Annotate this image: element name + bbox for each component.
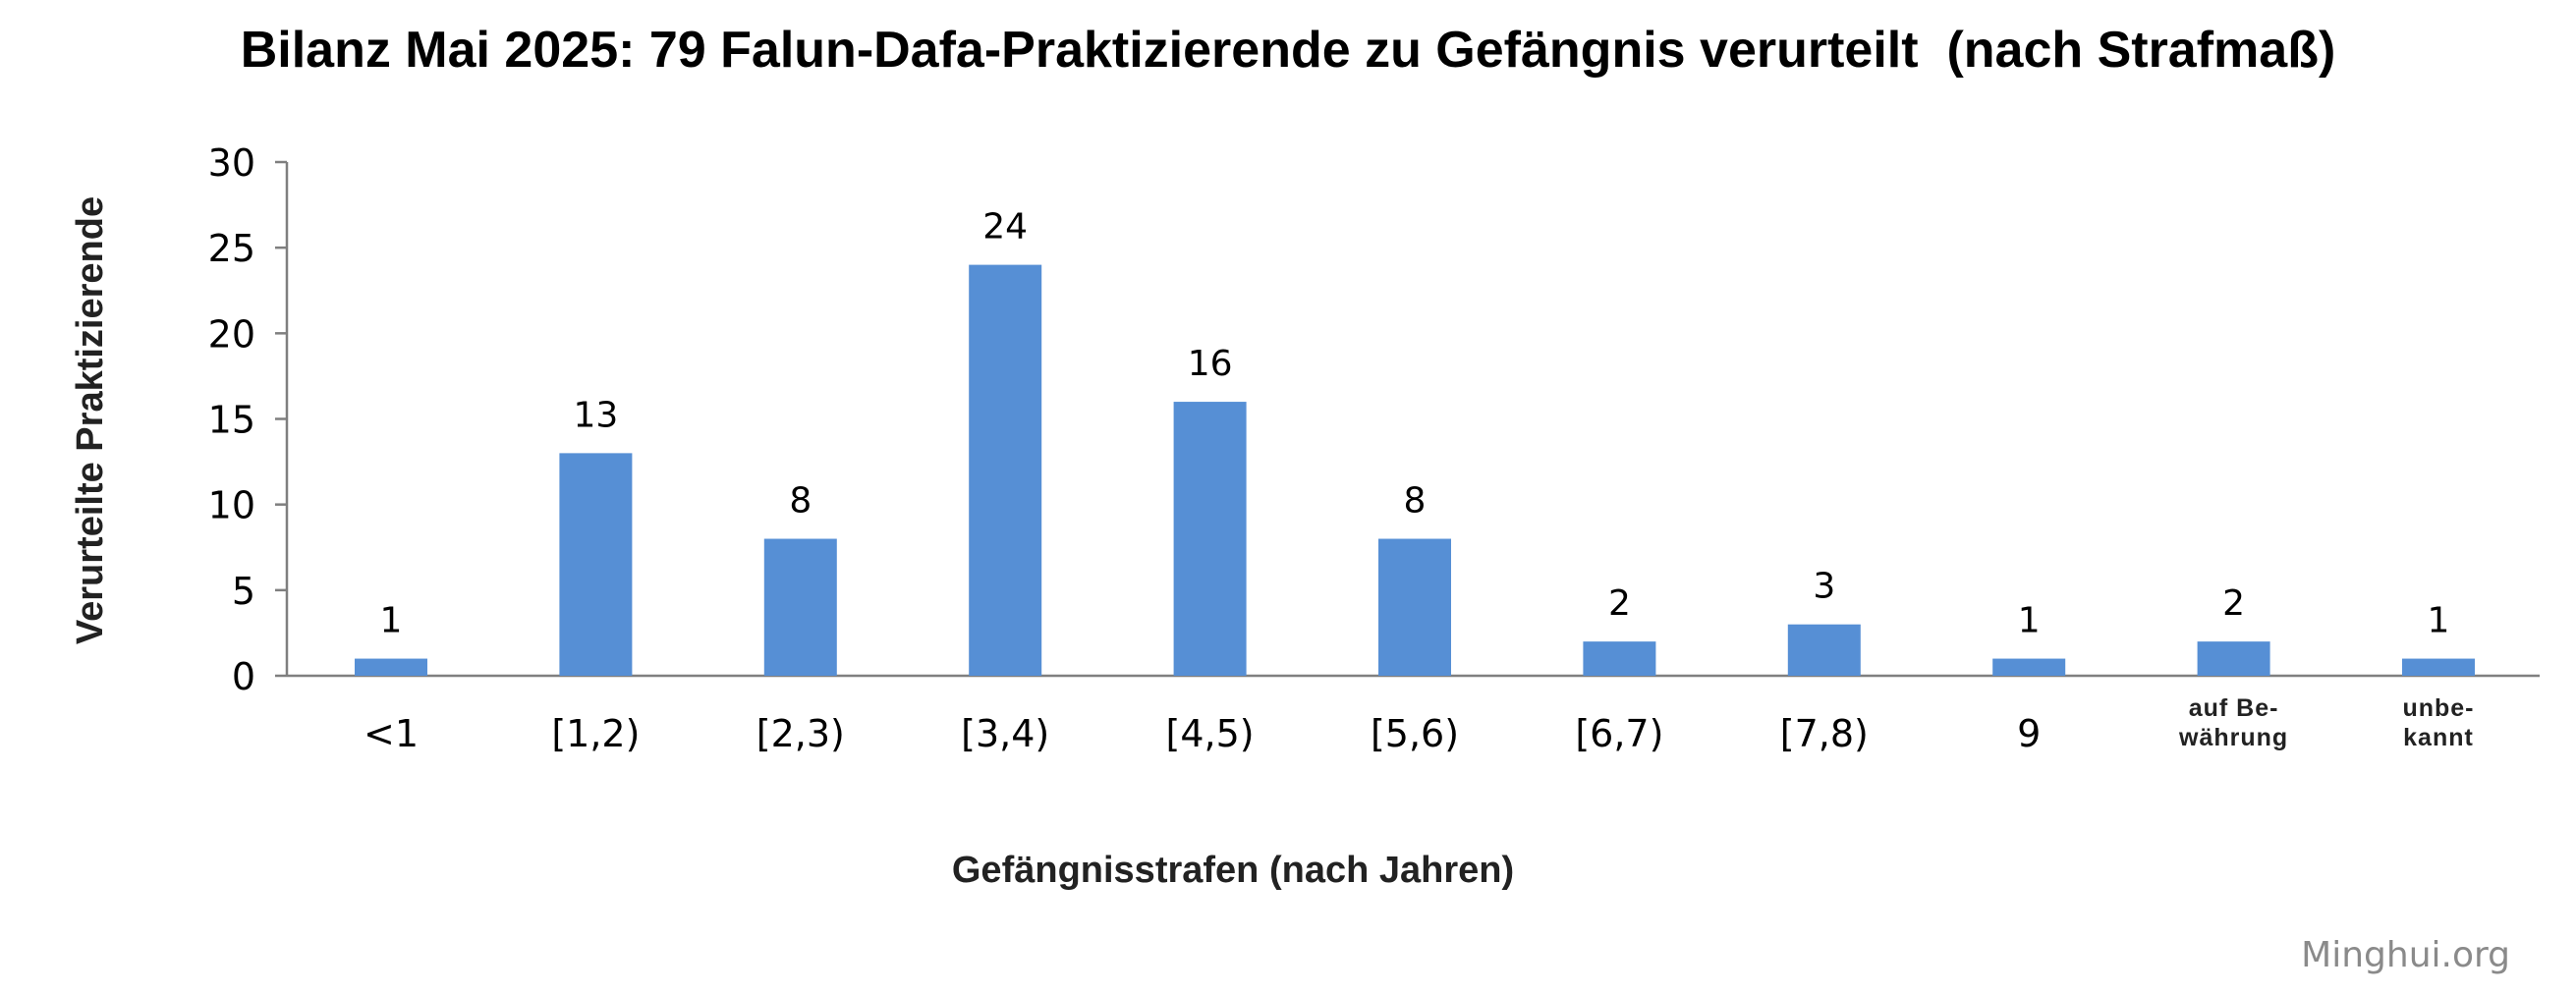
x-tick-label: <1 bbox=[364, 712, 419, 755]
y-tick-label: 10 bbox=[208, 484, 255, 527]
data-label: 8 bbox=[1404, 481, 1427, 522]
bar bbox=[1583, 641, 1656, 676]
x-tick-label: unbe-kannt bbox=[2402, 694, 2474, 751]
y-axis: 0 5 10 15 20 25 30 bbox=[208, 141, 289, 698]
y-tick-label: 25 bbox=[208, 227, 255, 270]
bar bbox=[2197, 641, 2270, 676]
data-label: 13 bbox=[573, 395, 618, 435]
data-labels: 1 13 8 24 16 8 2 3 1 2 1 bbox=[380, 207, 2450, 641]
chart-title: Bilanz Mai 2025: 79 Falun-Dafa-Praktizie… bbox=[241, 22, 2336, 79]
data-label: 3 bbox=[1813, 567, 1835, 607]
data-label: 2 bbox=[2222, 583, 2245, 624]
y-axis-title: Verurteilte Praktizierende bbox=[70, 196, 111, 644]
y-tick-label: 5 bbox=[232, 570, 255, 613]
data-label: 1 bbox=[380, 601, 403, 641]
bar bbox=[1992, 658, 2066, 676]
x-tick-label: [3,4) bbox=[961, 712, 1049, 755]
x-tick-label: [1,2) bbox=[551, 712, 640, 755]
x-tick-label: [5,6) bbox=[1371, 712, 1459, 755]
bar bbox=[969, 264, 1042, 676]
data-label: 2 bbox=[1608, 583, 1631, 624]
x-tick-label: auf Be-währung bbox=[2178, 694, 2288, 751]
x-tick-label: [2,3) bbox=[756, 712, 845, 755]
data-label: 16 bbox=[1188, 344, 1233, 384]
bar bbox=[355, 658, 427, 676]
data-label: 1 bbox=[2018, 601, 2041, 641]
y-tick-label: 20 bbox=[208, 312, 255, 356]
x-tick-label: 9 bbox=[2017, 712, 2041, 755]
data-label: 8 bbox=[789, 481, 812, 522]
bar bbox=[1173, 402, 1247, 676]
x-axis-title: Gefängnisstrafen (nach Jahren) bbox=[952, 850, 1514, 891]
bar bbox=[1787, 624, 1861, 676]
category-labels: <1 [1,2) [2,3) [3,4) [4,5) [5,6) [6,7) [7,8) 9 au… bbox=[364, 694, 2474, 755]
y-tick-label: 30 bbox=[208, 141, 255, 185]
x-tick-label: [7,8) bbox=[1780, 712, 1869, 755]
x-tick-label: [6,7) bbox=[1575, 712, 1663, 755]
bar bbox=[559, 453, 633, 676]
bar bbox=[763, 538, 837, 676]
bar bbox=[1378, 538, 1451, 676]
data-label: 1 bbox=[2428, 601, 2450, 641]
y-tick-label: 0 bbox=[232, 655, 255, 698]
watermark-text: Minghui.org bbox=[2301, 935, 2510, 975]
bar bbox=[2402, 658, 2475, 676]
y-tick-label: 15 bbox=[208, 399, 255, 442]
x-tick-label: [4,5) bbox=[1166, 712, 1255, 755]
bars bbox=[355, 264, 2475, 676]
data-label: 24 bbox=[982, 207, 1028, 248]
